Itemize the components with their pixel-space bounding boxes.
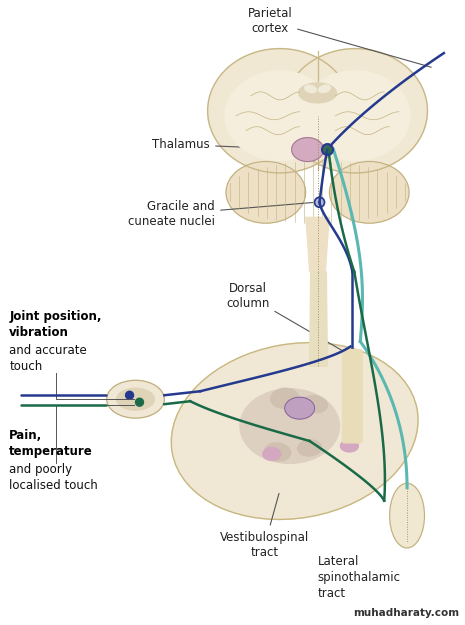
Text: Dorsal
column: Dorsal column bbox=[226, 282, 350, 355]
Circle shape bbox=[314, 198, 325, 208]
Ellipse shape bbox=[271, 388, 299, 408]
Text: muhadharaty.com: muhadharaty.com bbox=[352, 608, 459, 618]
Text: Joint position,
vibration: Joint position, vibration bbox=[9, 310, 102, 339]
Ellipse shape bbox=[298, 440, 321, 456]
Ellipse shape bbox=[208, 49, 352, 173]
Ellipse shape bbox=[171, 342, 418, 519]
Text: Vestibulospinal
tract: Vestibulospinal tract bbox=[220, 493, 309, 559]
FancyBboxPatch shape bbox=[342, 349, 362, 443]
Ellipse shape bbox=[240, 389, 339, 463]
Ellipse shape bbox=[285, 398, 314, 419]
Circle shape bbox=[126, 391, 133, 399]
Ellipse shape bbox=[390, 483, 425, 548]
Ellipse shape bbox=[302, 396, 327, 412]
Text: and poorly
localised touch: and poorly localised touch bbox=[9, 463, 98, 492]
Ellipse shape bbox=[283, 49, 427, 173]
Ellipse shape bbox=[263, 448, 281, 461]
Ellipse shape bbox=[340, 440, 359, 452]
Text: Parietal
cortex: Parietal cortex bbox=[247, 8, 431, 68]
Ellipse shape bbox=[319, 85, 330, 92]
Circle shape bbox=[322, 144, 333, 155]
Ellipse shape bbox=[265, 443, 291, 461]
Text: Lateral
spinothalamic
tract: Lateral spinothalamic tract bbox=[318, 556, 400, 601]
Ellipse shape bbox=[330, 161, 409, 223]
Ellipse shape bbox=[117, 388, 154, 410]
Ellipse shape bbox=[299, 83, 337, 103]
Text: Pain,
temperature: Pain, temperature bbox=[9, 429, 93, 458]
Ellipse shape bbox=[292, 138, 324, 161]
Ellipse shape bbox=[305, 85, 316, 92]
Ellipse shape bbox=[225, 71, 334, 161]
Text: Thalamus: Thalamus bbox=[153, 138, 300, 151]
Ellipse shape bbox=[106, 381, 164, 418]
Text: and accurate
touch: and accurate touch bbox=[9, 344, 87, 372]
Circle shape bbox=[135, 398, 144, 406]
Text: Gracile and
cuneate nuclei: Gracile and cuneate nuclei bbox=[128, 200, 313, 228]
Polygon shape bbox=[310, 272, 327, 366]
Polygon shape bbox=[306, 217, 330, 272]
Ellipse shape bbox=[301, 71, 410, 161]
Ellipse shape bbox=[226, 161, 306, 223]
